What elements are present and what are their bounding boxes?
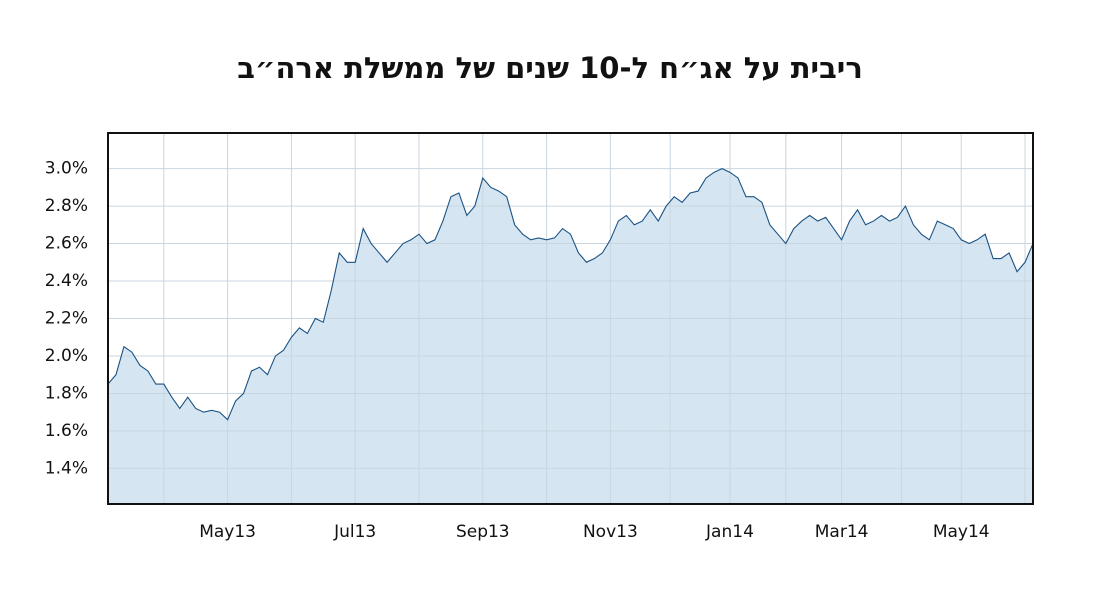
area [108,168,1033,504]
y-tick-label: 2.6% [45,234,88,254]
y-tick-label: 1.6% [45,421,88,441]
y-tick-label: 2.4% [45,271,88,291]
y-tick-label: 3.0% [45,159,88,179]
line [107,167,1034,421]
x-tick-label: Jul13 [333,522,376,542]
x-tick-label: Jan14 [705,522,754,542]
x-tick-label: Nov13 [583,522,638,542]
x-tick-label: Mar14 [815,522,869,542]
plot-frame [107,132,1034,505]
x-tick-label: May14 [933,522,990,542]
x-tick-label: Sep13 [456,522,510,542]
y-tick-label: 2.2% [45,309,88,329]
y-tick-label: 2.8% [45,196,88,216]
x-tick-label: May13 [199,522,256,542]
y-tick-label: 2.0% [45,346,88,366]
y-tick-label: 1.4% [45,458,88,478]
chart-title: ריבית על אג״ח ל-10 שנים של ממשלת ארה״ב [237,51,863,85]
y-tick-label: 1.8% [45,383,88,403]
